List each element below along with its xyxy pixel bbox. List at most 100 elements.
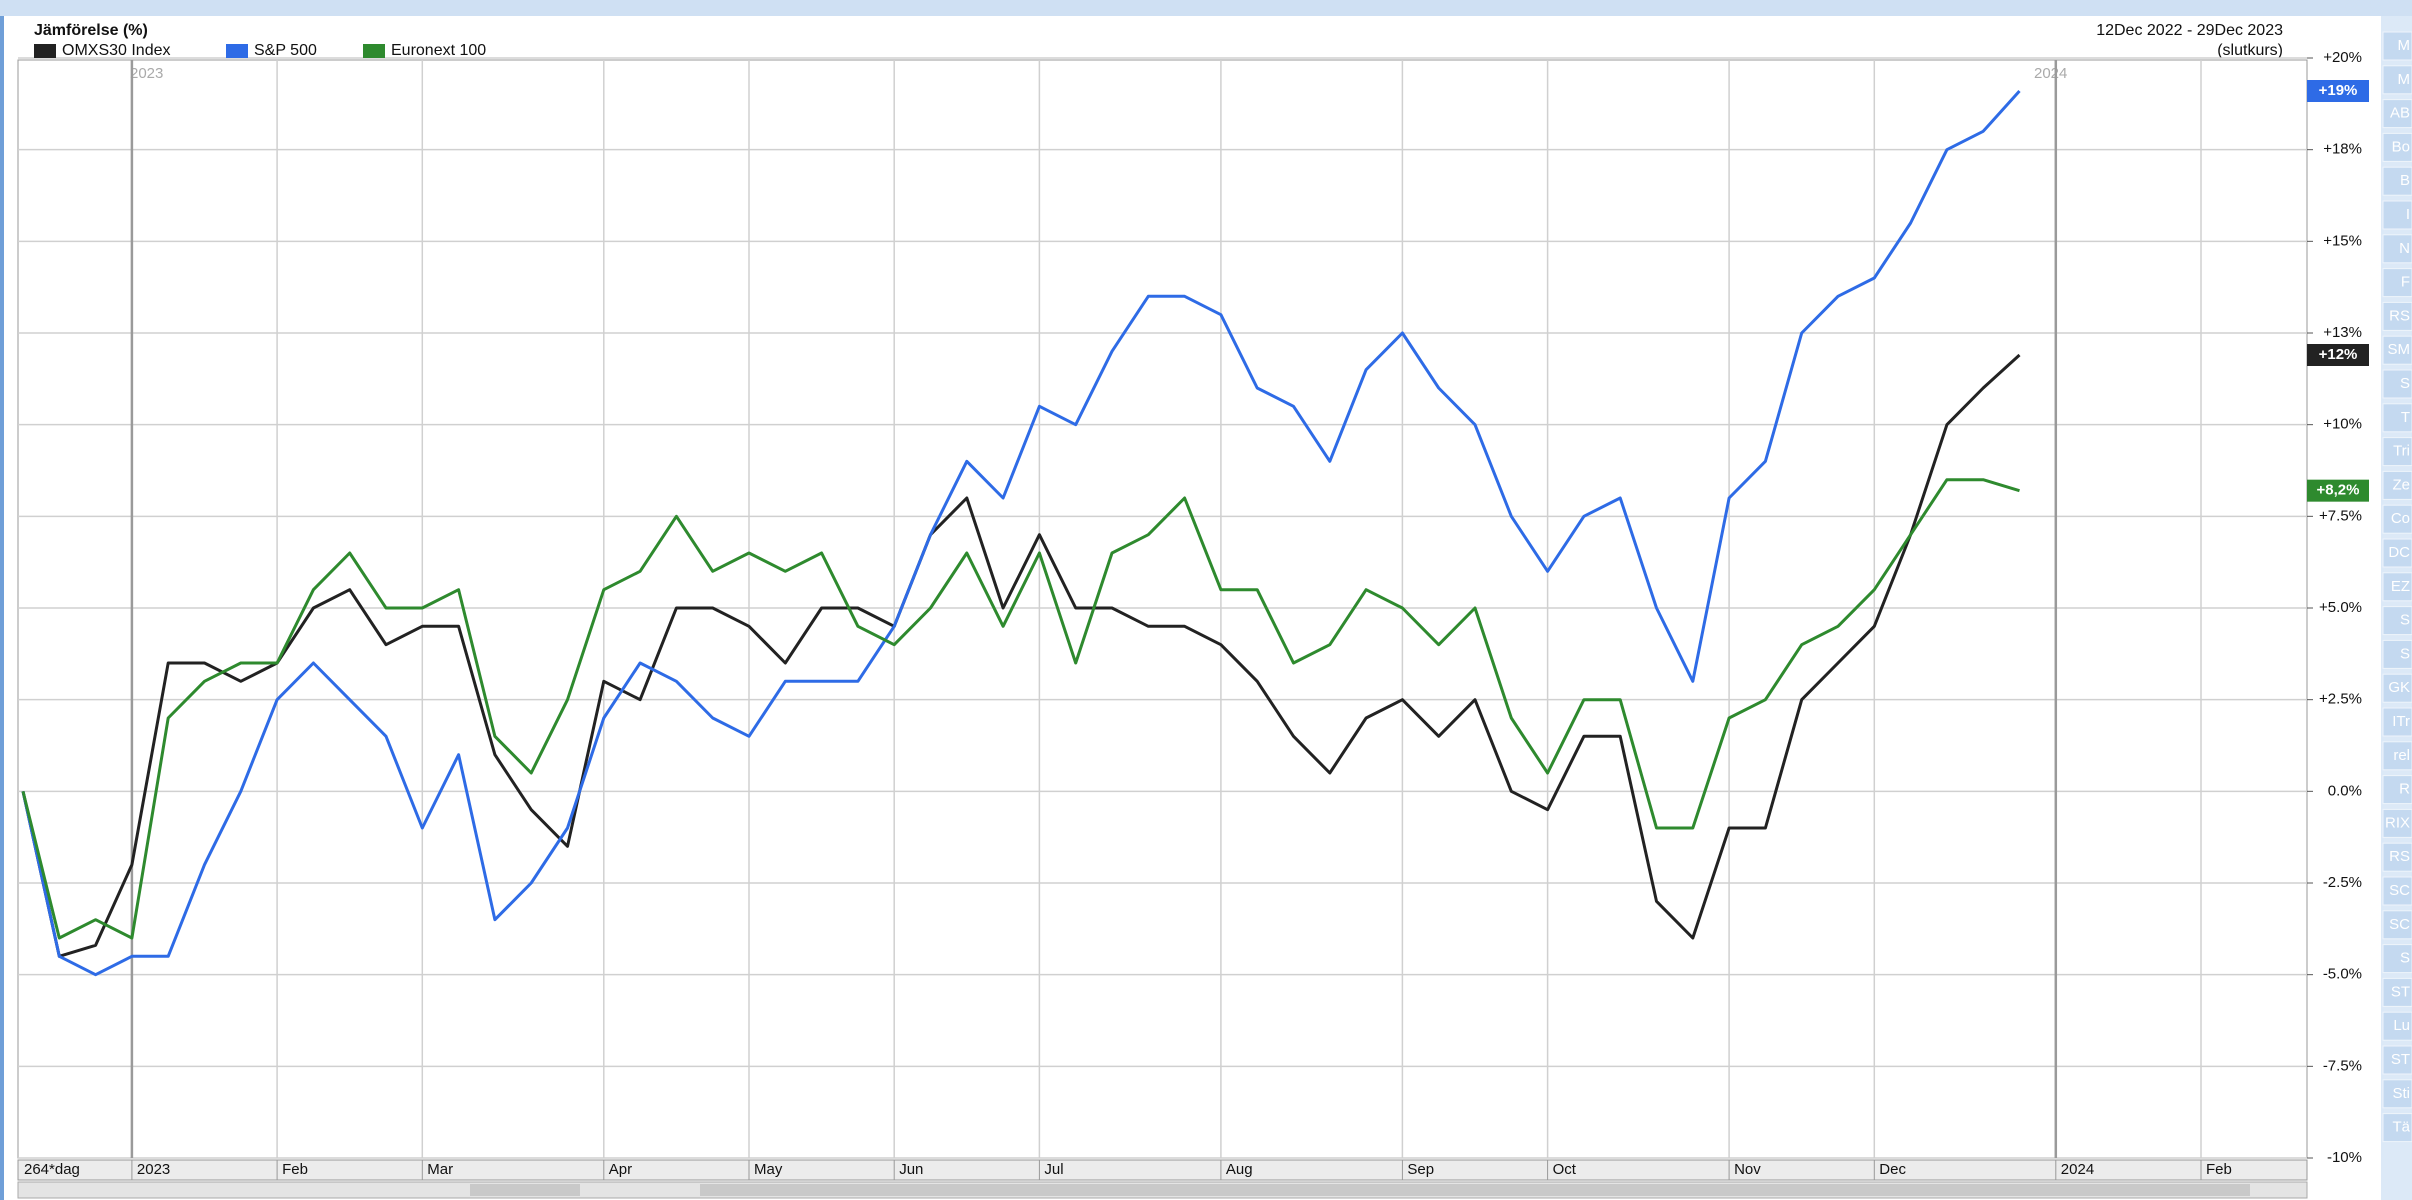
- sidebar-label: Tä: [2392, 1119, 2410, 1136]
- x-tick-label: Aug: [1226, 1161, 1253, 1178]
- legend-label[interactable]: S&P 500: [254, 42, 317, 59]
- sidebar-button[interactable]: [2382, 99, 2412, 129]
- sidebar-button[interactable]: [2382, 1045, 2412, 1075]
- sidebar-button[interactable]: [2382, 470, 2412, 500]
- chart-title: Jämförelse (%): [34, 22, 148, 39]
- sidebar-label: ST: [2391, 1051, 2410, 1068]
- sidebar-button[interactable]: [2382, 606, 2412, 636]
- sidebar-button[interactable]: [2382, 65, 2412, 95]
- y-tick-label: -5.0%: [2323, 966, 2362, 983]
- sidebar-button[interactable]: [2382, 403, 2412, 433]
- legend-label[interactable]: OMXS30 Index: [62, 42, 171, 59]
- x-tick-label: Nov: [1734, 1161, 1761, 1178]
- sidebar-label: M: [2398, 37, 2411, 54]
- end-label-box: [2307, 80, 2369, 102]
- sidebar-label: F: [2401, 274, 2410, 291]
- x-tick-label: Mar: [427, 1161, 453, 1178]
- year-label: 2023: [130, 65, 163, 82]
- sidebar-label: Lu: [2393, 1017, 2410, 1034]
- sidebar-label: SC: [2389, 882, 2410, 899]
- end-label-box: [2307, 479, 2369, 502]
- y-tick-label: -7.5%: [2323, 1057, 2362, 1074]
- x-tick-label: Sep: [1407, 1161, 1434, 1178]
- sidebar-label: B: [2400, 172, 2410, 189]
- sidebar-button[interactable]: [2382, 538, 2412, 568]
- sidebar-button[interactable]: [2382, 200, 2412, 230]
- sidebar-button[interactable]: [2382, 741, 2412, 771]
- x-tick-label: Feb: [2206, 1161, 2232, 1178]
- sidebar-button[interactable]: [2382, 842, 2412, 872]
- sidebar-label: rel: [2393, 747, 2410, 764]
- sidebar-label: I: [2406, 206, 2410, 223]
- year-label: 2024: [2034, 65, 2067, 82]
- sidebar-button[interactable]: [2382, 1079, 2412, 1109]
- legend-swatch: [226, 44, 248, 58]
- sidebar-button[interactable]: [2382, 504, 2412, 534]
- sidebar-button[interactable]: [2382, 301, 2412, 331]
- y-tick-label: +7.5%: [2319, 507, 2362, 524]
- sidebar-button[interactable]: [2382, 437, 2412, 467]
- legend-label[interactable]: Euronext 100: [391, 42, 486, 59]
- y-tick-label: +20%: [2323, 49, 2362, 66]
- sidebar-button[interactable]: [2382, 268, 2412, 298]
- legend-swatch: [363, 44, 385, 58]
- sidebar-button[interactable]: [2382, 876, 2412, 906]
- sidebar-label: RS: [2389, 848, 2410, 865]
- sidebar-label: S: [2400, 950, 2410, 967]
- price-basis: (slutkurs): [2217, 42, 2283, 59]
- scroll-thumb[interactable]: [470, 1184, 580, 1196]
- sidebar-button[interactable]: [2382, 639, 2412, 669]
- sidebar-button[interactable]: [2382, 808, 2412, 838]
- y-tick-label: -10%: [2327, 1149, 2362, 1166]
- sidebar-button[interactable]: [2382, 707, 2412, 737]
- sidebar-button[interactable]: [2382, 1113, 2412, 1143]
- x-tick-label: Apr: [609, 1161, 632, 1178]
- series-line: [21, 353, 2021, 958]
- sidebar-button[interactable]: [2382, 775, 2412, 805]
- sidebar-button[interactable]: [2382, 572, 2412, 602]
- sidebar-label: AB: [2390, 105, 2410, 122]
- sidebar-button[interactable]: [2382, 234, 2412, 264]
- sidebar-label: RS: [2389, 307, 2410, 324]
- sidebar-button[interactable]: [2382, 31, 2412, 61]
- y-tick-label: 0.0%: [2328, 782, 2362, 799]
- sidebar-label: R: [2399, 781, 2410, 798]
- y-tick-label: +5.0%: [2319, 599, 2362, 616]
- y-tick-label: +10%: [2323, 416, 2362, 433]
- x-tick-label: May: [754, 1161, 783, 1178]
- sidebar-button[interactable]: [2382, 910, 2412, 940]
- sidebar-button[interactable]: [2382, 673, 2412, 703]
- sidebar-label: T: [2401, 409, 2410, 426]
- sidebar-button[interactable]: [2382, 944, 2412, 974]
- date-range: 12Dec 2022 - 29Dec 2023: [2096, 22, 2283, 39]
- series-line: [21, 89, 2021, 977]
- sidebar-label: Co: [2391, 510, 2410, 527]
- x-tick-label: 2024: [2061, 1161, 2094, 1178]
- sidebar-button[interactable]: [2382, 132, 2412, 162]
- scroll-thumb[interactable]: [700, 1184, 2250, 1196]
- sidebar-label: Tri: [2393, 443, 2410, 460]
- x-tick-label: Jul: [1044, 1161, 1063, 1178]
- sidebar-button[interactable]: [2382, 335, 2412, 365]
- x-tick-label: Feb: [282, 1161, 308, 1178]
- sidebar-button[interactable]: [2382, 1011, 2412, 1041]
- x-axis-strip: [17, 1159, 2308, 1181]
- top-bar: [0, 0, 2412, 16]
- legend-swatch: [34, 44, 56, 58]
- sidebar-label: N: [2399, 240, 2410, 257]
- x-tick-label: Jun: [899, 1161, 923, 1178]
- x-tick-label: 2023: [137, 1161, 170, 1178]
- sidebar-button[interactable]: [2382, 166, 2412, 196]
- end-label: +12%: [2319, 346, 2358, 363]
- sidebar-label: GK: [2388, 679, 2410, 696]
- sidebar-label: S: [2400, 612, 2410, 629]
- sidebar-label: S: [2400, 645, 2410, 662]
- sidebar-button[interactable]: [2382, 977, 2412, 1007]
- sidebar-label: DC: [2388, 544, 2410, 561]
- sidebar-label: M: [2398, 71, 2411, 88]
- sidebar-button[interactable]: [2382, 369, 2412, 399]
- y-tick-label: +15%: [2323, 232, 2362, 249]
- x-tick-label: Dec: [1879, 1161, 1906, 1178]
